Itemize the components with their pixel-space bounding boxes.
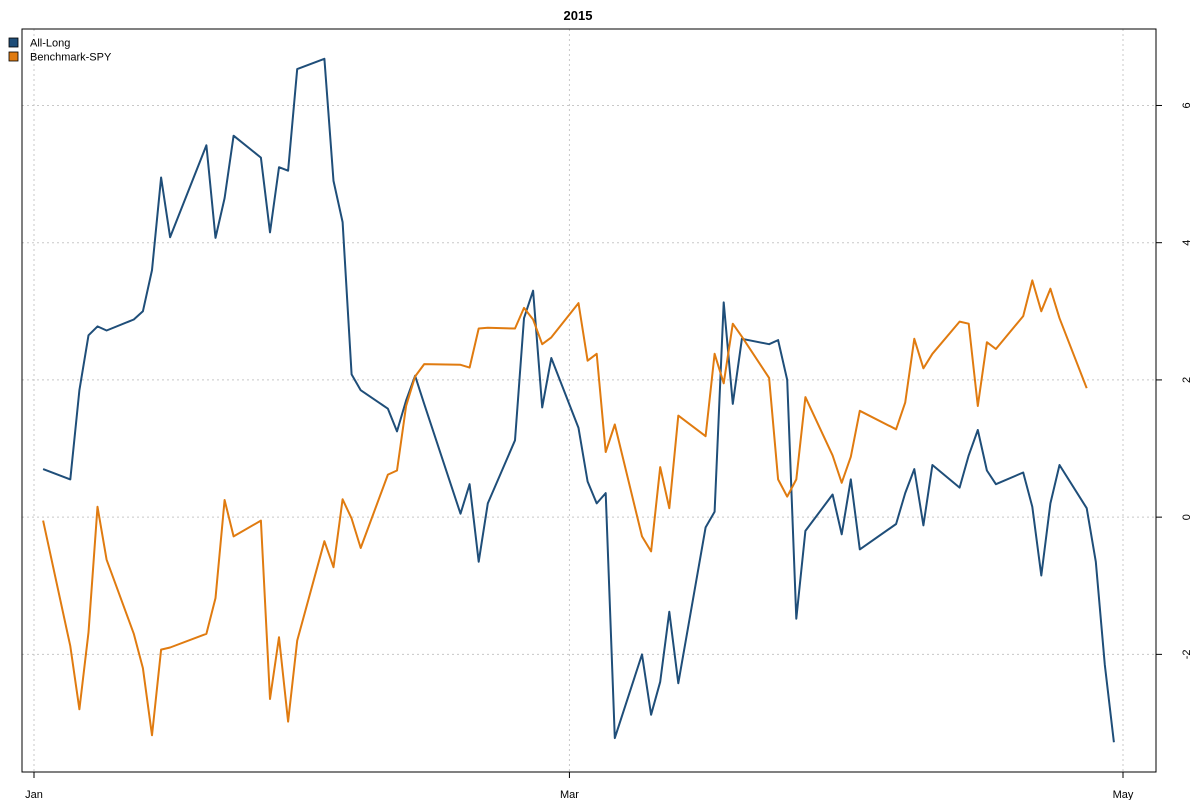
y-tick-label: 4 bbox=[1181, 240, 1193, 246]
legend: All-Long Benchmark-SPY bbox=[8, 37, 112, 64]
legend-label: All-Long bbox=[30, 38, 70, 50]
legend-label: Benchmark-SPY bbox=[30, 52, 112, 64]
y-tick-label: 2 bbox=[1181, 377, 1193, 383]
chart-title: 2015 bbox=[564, 8, 593, 23]
legend-swatch bbox=[8, 51, 19, 62]
x-tick-label: Mar bbox=[560, 789, 579, 800]
x-tick-label: May bbox=[1113, 789, 1134, 800]
x-tick-label: Jan bbox=[25, 789, 43, 800]
y-tick-label: -2 bbox=[1181, 649, 1193, 659]
series-line-benchmark-spy bbox=[42, 279, 1088, 737]
grid bbox=[22, 29, 1156, 772]
y-axis: -2 0 2 4 6 bbox=[1156, 102, 1193, 659]
series-line-all-long bbox=[42, 57, 1115, 743]
y-tick-label: 0 bbox=[1181, 514, 1193, 520]
plot-frame bbox=[21, 28, 1157, 773]
y-tick-label: 6 bbox=[1181, 102, 1193, 108]
legend-swatch bbox=[8, 37, 19, 48]
series-lines bbox=[42, 57, 1115, 743]
x-axis: Jan Mar May bbox=[25, 772, 1134, 800]
